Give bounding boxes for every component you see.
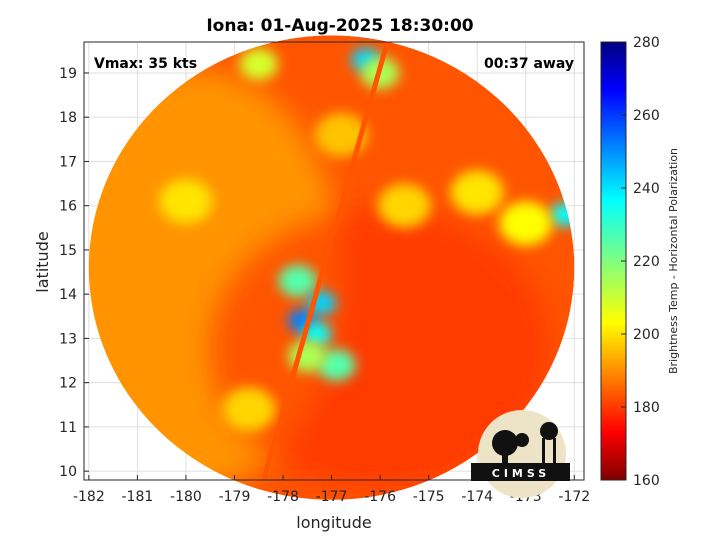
vmax-annotation: Vmax: 35 kts: [94, 56, 197, 72]
colorbar-ticks: 280 260 240 220 200 180 160: [621, 35, 660, 489]
x-axis-label: longitude: [296, 513, 371, 532]
colorbar-tick-label: 260: [633, 108, 660, 124]
logo-ground: [471, 463, 570, 481]
tb-feature: [302, 322, 332, 346]
x-tick-label: -178: [267, 489, 299, 505]
tb-feature: [314, 112, 368, 157]
x-tick-label: -181: [122, 489, 154, 505]
water-tower-leg-icon-2: [553, 438, 556, 464]
axes-frame: [83, 41, 585, 481]
y-tick-label: 17: [59, 154, 77, 170]
map-title: Iona: 01-Aug-2025 18:30:00: [206, 16, 473, 36]
y-axis-label: latitude: [33, 231, 52, 292]
colorbar-tick-label: 220: [633, 254, 660, 270]
y-tick-label: 12: [59, 376, 77, 392]
colorbar-label: Brightness Temp - Horizontal Polarizatio…: [667, 148, 680, 374]
tb-feature: [499, 201, 553, 246]
tb-feature: [239, 48, 278, 81]
x-tick-label: -179: [219, 489, 251, 505]
tb-feature: [377, 183, 431, 228]
colorbar-tick-label: 240: [633, 181, 660, 197]
colorbar-tick-label: 200: [633, 327, 660, 343]
dish-stand-icon: [502, 452, 508, 464]
logo-text: CIMSS: [492, 467, 550, 480]
x-tick-label: -180: [170, 489, 202, 505]
y-tick-label: 13: [59, 331, 77, 347]
tb-feature: [159, 179, 213, 224]
y-tick-label: 11: [59, 420, 77, 436]
x-tick-label: -177: [316, 489, 348, 505]
swath-seam: [261, 35, 393, 481]
y-tick-label: 16: [59, 199, 77, 215]
tb-feature: [222, 387, 276, 432]
tb-feature: [278, 264, 317, 297]
time-away-annotation: 00:37 away: [484, 56, 574, 72]
cimss-logo: CIMSS: [471, 410, 570, 498]
dish-icon: [492, 430, 518, 456]
x-tick-label: -175: [413, 489, 445, 505]
x-tick-label: -174: [461, 489, 493, 505]
y-tick-label: 15: [59, 243, 77, 259]
x-tick-label: -172: [558, 489, 590, 505]
colorbar-tick-label: 160: [633, 473, 660, 489]
water-tower-icon: [540, 422, 558, 440]
dish-icon-small: [515, 433, 529, 447]
colorbar: 280 260 240 220 200 180 160 Brightness Temp - …: [600, 35, 680, 489]
tb-swath: [88, 35, 575, 500]
colorbar-tick-label: 280: [633, 35, 660, 51]
y-tick-label: 18: [59, 110, 77, 126]
tb-feature: [450, 170, 504, 215]
y-tick-label: 19: [59, 66, 77, 82]
y-tick-label: 10: [59, 464, 77, 480]
x-tick-label: -182: [73, 489, 105, 505]
tb-feature: [317, 348, 356, 381]
y-ticks: 19 18 17 16 15 14 13 12 11 10: [59, 66, 89, 480]
water-tower-leg-icon: [542, 438, 545, 464]
colorbar-tick-label: 180: [633, 400, 660, 416]
y-tick-label: 14: [59, 287, 77, 303]
x-tick-label: -176: [364, 489, 396, 505]
